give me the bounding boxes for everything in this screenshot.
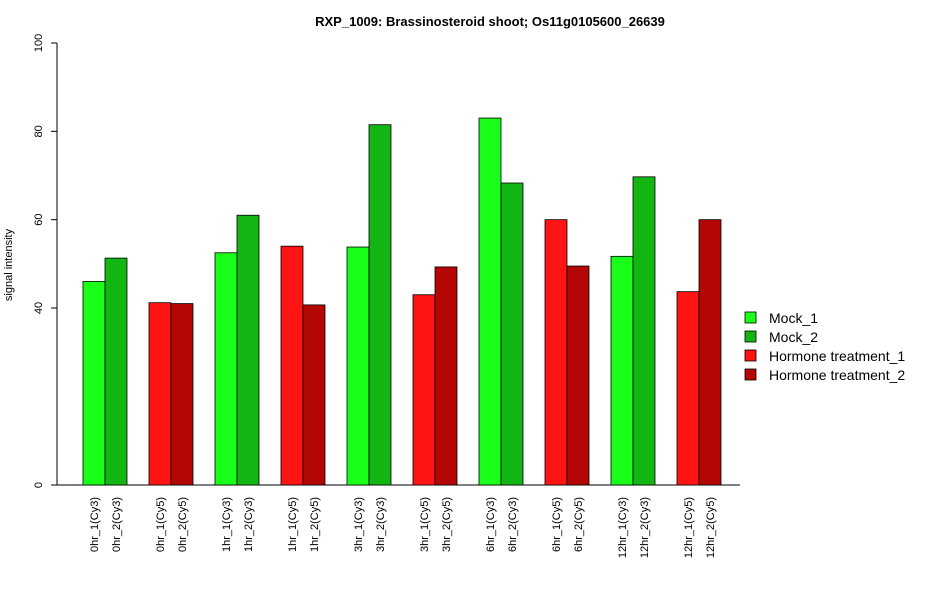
x-tick-label: 3hr_2(Cy3) — [375, 497, 387, 552]
y-tick-label: 60 — [33, 214, 45, 226]
legend: Mock_1 Mock_2 Hormone treatment_1 Hormone t… — [744, 310, 905, 383]
y-axis: 0 40 60 80 100 — [33, 34, 58, 488]
x-tick-label: 0hr_2(Cy5) — [177, 497, 189, 552]
bar — [632, 176, 656, 486]
bar — [170, 303, 194, 486]
x-tick-label: 6hr_2(Cy5) — [573, 497, 585, 552]
x-tick-label: 6hr_2(Cy3) — [507, 497, 519, 552]
legend-swatch — [744, 330, 757, 343]
x-tick-label: 0hr_1(Cy5) — [155, 497, 167, 552]
x-tick-label: 3hr_2(Cy5) — [441, 497, 453, 552]
bar — [610, 255, 634, 486]
legend-label: Mock_2 — [769, 329, 818, 345]
legend-label: Hormone treatment_1 — [769, 348, 905, 364]
x-axis: 0hr_1(Cy3) 0hr_2(Cy3) 0hr_1(Cy5) 0hr_2(Cy5)… — [57, 484, 740, 558]
bar — [676, 291, 700, 486]
bars-group — [82, 117, 722, 486]
bar — [346, 246, 370, 486]
bar — [368, 124, 392, 486]
bar — [478, 117, 502, 486]
bar — [544, 219, 568, 486]
x-tick-label: 12hr_1(Cy3) — [617, 497, 629, 558]
legend-label: Hormone treatment_2 — [769, 367, 905, 383]
legend-swatch — [744, 368, 757, 381]
x-tick-label: 0hr_1(Cy3) — [89, 497, 101, 552]
bar — [148, 302, 172, 486]
bar — [104, 257, 128, 486]
x-tick-label: 1hr_2(Cy5) — [309, 497, 321, 552]
y-tick-label: 0 — [33, 482, 45, 488]
x-tick-label: 1hr_1(Cy3) — [221, 497, 233, 552]
x-tick-label: 1hr_1(Cy5) — [287, 497, 299, 552]
y-tick-label: 80 — [33, 125, 45, 137]
bar — [566, 265, 590, 486]
legend-label: Mock_1 — [769, 310, 818, 326]
legend-swatch — [744, 311, 757, 324]
bar — [302, 304, 326, 486]
y-tick-label: 100 — [33, 34, 45, 52]
bar — [280, 245, 304, 486]
bar — [500, 182, 524, 486]
y-axis-label: signal intensity — [3, 228, 15, 301]
x-tick-label: 6hr_1(Cy3) — [485, 497, 497, 552]
x-tick-label: 3hr_1(Cy5) — [419, 497, 431, 552]
bar — [236, 214, 260, 486]
x-tick-label: 0hr_2(Cy3) — [111, 497, 123, 552]
bar — [434, 266, 458, 486]
x-tick-label: 12hr_2(Cy5) — [705, 497, 717, 558]
x-tick-label: 3hr_1(Cy3) — [353, 497, 365, 552]
x-tick-label: 12hr_1(Cy5) — [683, 497, 695, 558]
bar — [412, 294, 436, 486]
x-tick-label: 12hr_2(Cy3) — [639, 497, 651, 558]
chart-title: RXP_1009: Brassinosteroid shoot; Os11g01… — [315, 14, 665, 29]
bar — [214, 252, 238, 486]
x-tick-label: 6hr_1(Cy5) — [551, 497, 563, 552]
bar — [698, 219, 722, 486]
x-tick-label: 1hr_2(Cy3) — [243, 497, 255, 552]
y-tick-label: 40 — [33, 302, 45, 314]
bar — [82, 281, 106, 486]
legend-swatch — [744, 349, 757, 362]
